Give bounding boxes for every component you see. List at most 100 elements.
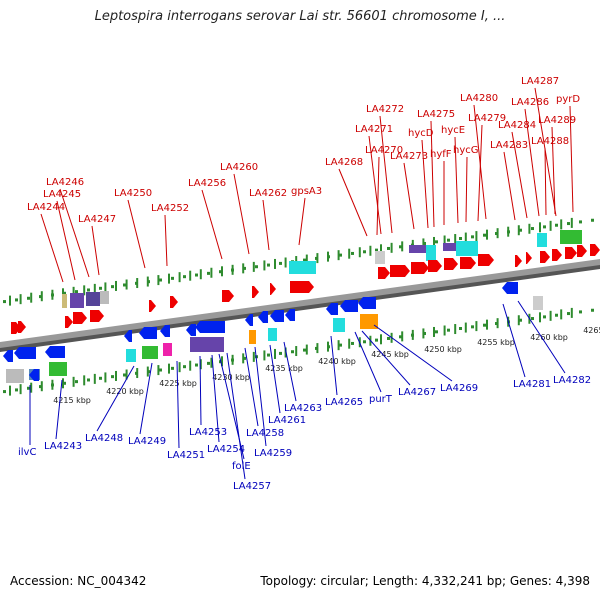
feature-box-green bbox=[49, 362, 67, 376]
reverse-gene-leader bbox=[517, 300, 566, 374]
reverse-gene-leader bbox=[244, 347, 259, 427]
rail-dot bbox=[579, 310, 582, 314]
rail-dot bbox=[159, 368, 162, 372]
rail-dot bbox=[471, 325, 474, 329]
rail-dot bbox=[303, 348, 306, 352]
rail-dot bbox=[279, 351, 282, 355]
rail-dot bbox=[15, 298, 18, 302]
rail-dot bbox=[111, 285, 114, 289]
rail-dot bbox=[471, 235, 474, 239]
reverse-gene-label: LA4248 bbox=[85, 433, 123, 444]
forward-gene-leader bbox=[127, 199, 146, 269]
rail-dot bbox=[387, 336, 390, 340]
forward-gene-leader bbox=[298, 197, 306, 246]
forward-gene-leader bbox=[233, 173, 250, 255]
reverse-gene-arrow bbox=[3, 350, 13, 362]
forward-gene-label: LA4271 bbox=[355, 124, 393, 135]
rail-dot bbox=[363, 340, 366, 344]
rail-dot bbox=[195, 363, 198, 367]
rail-dot bbox=[435, 330, 438, 334]
scale-label: 4260 kbp bbox=[530, 333, 568, 342]
scale-label: 4250 kbp bbox=[424, 345, 462, 354]
reverse-gene-label: LA4257 bbox=[233, 481, 271, 492]
forward-gene-leader bbox=[421, 139, 429, 229]
feature-box-cyan bbox=[126, 349, 136, 362]
reverse-gene-leader bbox=[330, 335, 338, 396]
reverse-gene-label: folE bbox=[232, 461, 251, 472]
rail-dot bbox=[543, 225, 546, 229]
feature-box-cyan bbox=[333, 318, 345, 332]
forward-gene-arrow bbox=[270, 283, 276, 295]
forward-gene-arrow bbox=[540, 251, 550, 263]
feature-box-green bbox=[560, 230, 582, 244]
rail-dot bbox=[207, 361, 210, 365]
feature-box-cyan bbox=[268, 328, 277, 341]
rail-dot bbox=[99, 376, 102, 380]
forward-gene-label: LA4286 bbox=[511, 97, 549, 108]
forward-gene-leader bbox=[465, 156, 468, 223]
reverse-gene-arrow bbox=[160, 325, 170, 337]
reverse-gene-arrow bbox=[502, 282, 518, 294]
forward-gene-leader bbox=[376, 156, 380, 236]
rail-dot bbox=[171, 276, 174, 280]
rail-dot bbox=[63, 291, 66, 295]
rail-dot bbox=[351, 251, 354, 255]
backbone-band bbox=[0, 259, 600, 348]
reverse-gene-arrow bbox=[285, 309, 295, 321]
scale-label: 4215 kbp bbox=[53, 396, 91, 405]
rail-dot bbox=[255, 265, 258, 269]
scale-label: 4225 kbp bbox=[159, 379, 197, 388]
accession-text: Accession: NC_004342 bbox=[10, 574, 147, 588]
forward-gene-label: LA4247 bbox=[78, 214, 116, 225]
reverse-gene-arrow bbox=[270, 310, 284, 322]
forward-gene-leader bbox=[544, 147, 547, 216]
rail-dot bbox=[375, 248, 378, 252]
reverse-gene-arrow bbox=[14, 347, 36, 359]
forward-gene-label: LA4288 bbox=[531, 136, 569, 147]
lower-feature-track bbox=[6, 314, 378, 383]
scale-label: 4265 kbp bbox=[583, 326, 600, 335]
rail-dot bbox=[363, 250, 366, 254]
rail-dot bbox=[3, 390, 6, 394]
forward-gene-leader bbox=[430, 120, 435, 228]
reverse-gene-label: LA4267 bbox=[398, 387, 436, 398]
rail-dot bbox=[303, 258, 306, 262]
forward-gene-label: hycE bbox=[441, 125, 465, 136]
rail-dot bbox=[75, 380, 78, 384]
forward-gene-label: gpsA3 bbox=[291, 186, 322, 197]
forward-gene-label: LA4287 bbox=[521, 76, 559, 87]
rail-dot bbox=[183, 365, 186, 369]
forward-gene-label: LA4284 bbox=[498, 120, 536, 131]
scale-labels: 4215 kbp 4220 kbp 4225 kbp 4230 kbp 4235 kbp… bbox=[53, 326, 600, 405]
rail-dot bbox=[375, 338, 378, 342]
reverse-gene-label: purT bbox=[369, 394, 393, 405]
feature-box-gray bbox=[100, 291, 109, 304]
rail-dot bbox=[75, 290, 78, 294]
reverse-gene-leader bbox=[176, 360, 180, 449]
forward-gene-arrow bbox=[444, 258, 458, 270]
feature-box-cyan bbox=[456, 241, 478, 256]
reverse-gene-leader bbox=[373, 324, 453, 382]
rail-dot bbox=[483, 323, 486, 327]
reverse-gene-leader bbox=[283, 341, 297, 402]
forward-gene-label: LA4283 bbox=[490, 140, 528, 151]
rail-dot bbox=[15, 388, 18, 392]
rail-dot bbox=[591, 308, 594, 312]
scale-label: 4235 kbp bbox=[265, 364, 303, 373]
rail-dot bbox=[339, 253, 342, 257]
reverse-gene-leader bbox=[96, 365, 135, 432]
forward-gene-label: LA4289 bbox=[538, 115, 576, 126]
scale-label: 4240 kbp bbox=[318, 357, 356, 366]
rail-dot bbox=[111, 375, 114, 379]
forward-gene-leader bbox=[503, 151, 516, 221]
rail-dot bbox=[555, 313, 558, 317]
forward-gene-arrow bbox=[90, 310, 104, 322]
rail-dot bbox=[27, 386, 30, 390]
reverse-gene-label: LA4249 bbox=[128, 436, 166, 447]
reverse-gene-leader bbox=[502, 303, 526, 378]
tick-rails bbox=[3, 217, 594, 396]
feature-box-green bbox=[142, 346, 158, 359]
reverse-gene-label: LA4281 bbox=[513, 379, 551, 390]
